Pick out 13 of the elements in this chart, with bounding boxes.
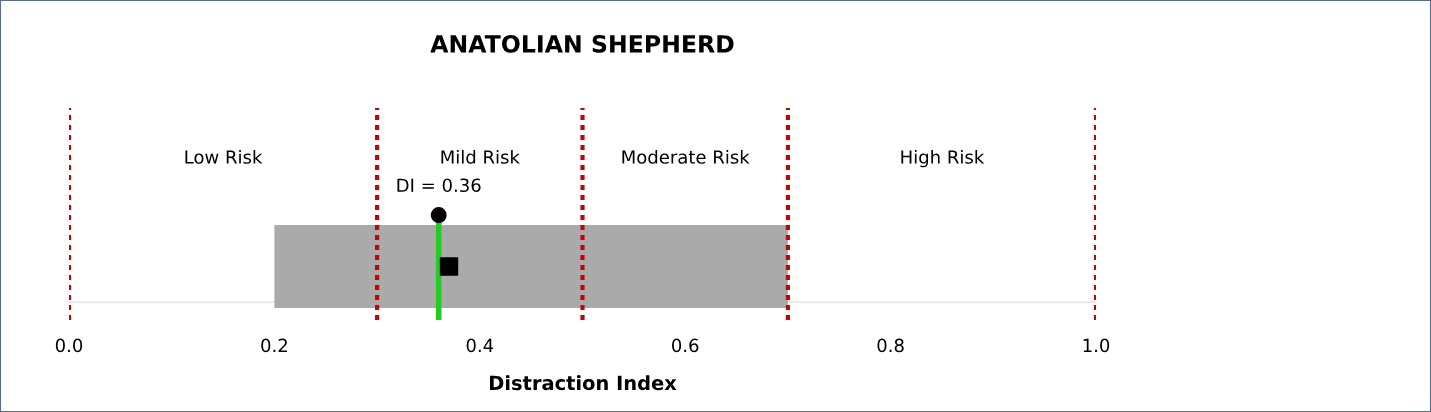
x-tick-label: 0.6 xyxy=(672,338,699,353)
annotation: Low Risk xyxy=(185,149,263,164)
annotation: Mild Risk xyxy=(441,149,520,164)
annotation: Moderate Risk xyxy=(622,149,750,164)
x-tick-label: 0.4 xyxy=(466,338,494,353)
annotation: High Risk xyxy=(901,149,985,168)
x-tick-label: 0.8 xyxy=(877,338,904,353)
x-tick-label: 0.2 xyxy=(261,338,287,353)
x-tick-label: 1.0 xyxy=(1083,338,1110,353)
ref-line-label: DI = 0.36 xyxy=(397,178,481,193)
x-tick-label: 0.0 xyxy=(55,338,83,353)
x-axis-title: Distraction Index xyxy=(490,375,677,391)
chart-title: ANATOLIAN SHEPHERD xyxy=(430,34,734,53)
